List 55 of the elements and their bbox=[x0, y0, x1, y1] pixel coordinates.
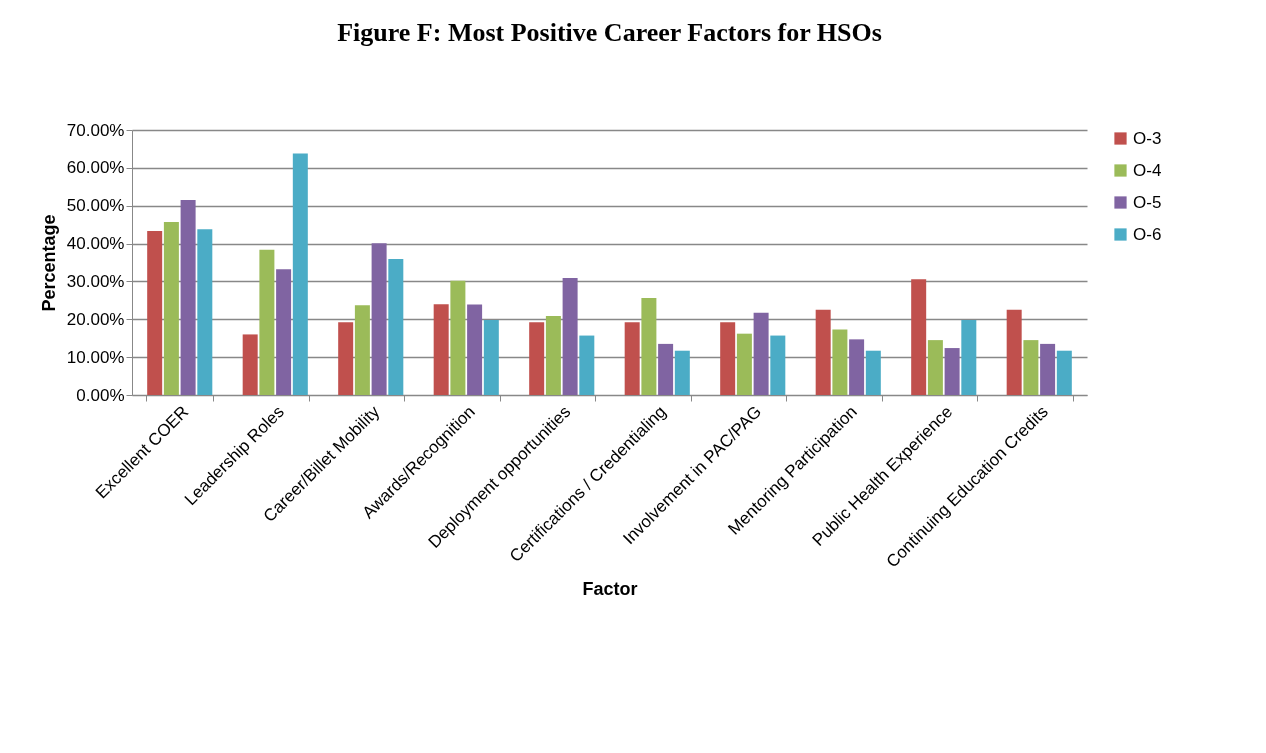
bar bbox=[371, 243, 387, 395]
bar bbox=[529, 322, 545, 395]
legend-label: O-4 bbox=[1133, 160, 1162, 180]
y-tick-label: 20.00% bbox=[66, 309, 125, 329]
bar bbox=[180, 200, 196, 395]
bar bbox=[1023, 340, 1039, 395]
bar bbox=[450, 280, 466, 395]
legend-label: O-3 bbox=[1133, 128, 1162, 148]
bar bbox=[579, 335, 595, 395]
bar bbox=[354, 305, 370, 395]
bar bbox=[720, 322, 736, 395]
bar bbox=[388, 259, 404, 395]
bar bbox=[770, 335, 786, 395]
bar bbox=[753, 312, 769, 395]
y-tick-label: 50.00% bbox=[66, 196, 125, 216]
bar bbox=[815, 309, 831, 395]
bar bbox=[832, 329, 848, 395]
bar bbox=[849, 339, 865, 395]
bar bbox=[467, 304, 483, 395]
bar bbox=[545, 315, 561, 395]
y-tick-label: 60.00% bbox=[66, 158, 125, 178]
bar bbox=[927, 340, 943, 395]
chart-title: Figure F: Most Positive Career Factors for HSOs bbox=[337, 18, 882, 47]
y-tick-label: 70.00% bbox=[66, 120, 125, 140]
bar bbox=[292, 153, 308, 395]
y-axis-title: Percentage bbox=[38, 214, 59, 312]
y-tick-label: 10.00% bbox=[66, 347, 125, 367]
bar bbox=[197, 229, 213, 395]
legend-label: O-5 bbox=[1133, 192, 1162, 212]
bar bbox=[736, 333, 752, 395]
y-tick-label: 0.00% bbox=[76, 385, 125, 405]
bar bbox=[658, 343, 674, 395]
legend-label: O-6 bbox=[1133, 224, 1162, 244]
bar bbox=[1006, 309, 1022, 395]
bar bbox=[338, 322, 354, 395]
bar bbox=[433, 304, 449, 395]
bar bbox=[1056, 350, 1072, 395]
bar bbox=[911, 279, 927, 395]
bar bbox=[865, 350, 881, 395]
bar bbox=[641, 298, 657, 395]
bar bbox=[562, 278, 578, 395]
x-axis-title: Factor bbox=[582, 578, 638, 599]
bar bbox=[674, 350, 690, 395]
bar bbox=[624, 322, 640, 395]
bar bbox=[1040, 343, 1056, 395]
bar bbox=[483, 320, 499, 395]
bar bbox=[163, 221, 179, 395]
bar bbox=[147, 231, 163, 395]
bar bbox=[944, 348, 960, 395]
bar bbox=[259, 249, 275, 395]
bar bbox=[276, 269, 292, 395]
bar bbox=[242, 334, 258, 395]
y-tick-label: 30.00% bbox=[66, 271, 125, 291]
bar bbox=[961, 320, 977, 395]
y-tick-label: 40.00% bbox=[66, 234, 125, 254]
